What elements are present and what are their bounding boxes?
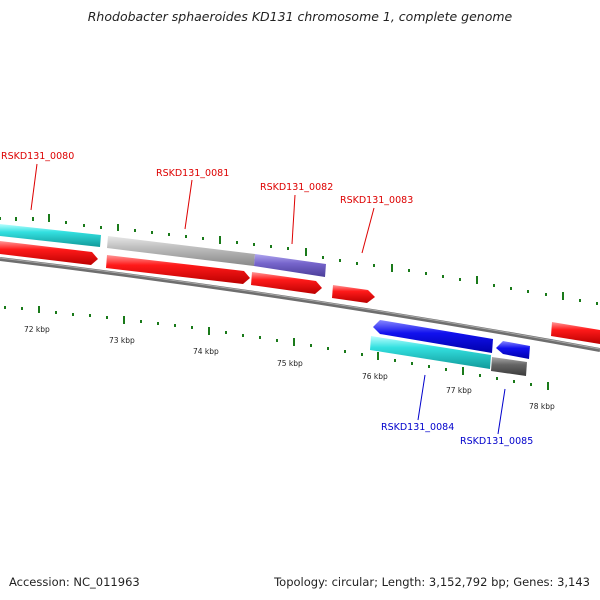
genome-summary-text: Topology: circular; Length: 3,152,792 bp… bbox=[274, 575, 590, 589]
label-leader-0085 bbox=[497, 388, 506, 435]
scale-label: 73 kbp bbox=[109, 336, 135, 345]
scale-label: 76 kbp bbox=[362, 372, 388, 381]
forward-strand-ticks bbox=[0, 214, 598, 305]
gene-feature-0080-upper[interactable] bbox=[0, 224, 101, 247]
gene-label-0084[interactable]: RSKD131_0084 bbox=[381, 422, 454, 433]
gene-label-0085[interactable]: RSKD131_0085 bbox=[460, 436, 533, 447]
gene-feature-0081-upper[interactable] bbox=[107, 236, 255, 266]
gene-arrow-0083[interactable] bbox=[332, 285, 375, 303]
reverse-strand-ticks bbox=[4, 306, 549, 390]
gene-feature-0085-lower[interactable] bbox=[491, 357, 527, 376]
label-leader-0082 bbox=[291, 194, 296, 245]
label-leader-0080 bbox=[30, 163, 38, 211]
gene-arrow-0085[interactable] bbox=[496, 341, 530, 359]
genome-backbone-highlight bbox=[0, 257, 600, 350]
label-leader-0083 bbox=[361, 207, 375, 254]
gene-feature-0084-lower[interactable] bbox=[370, 336, 491, 369]
gene-label-0080[interactable]: RSKD131_0080 bbox=[1, 151, 74, 162]
gene-label-0081[interactable]: RSKD131_0081 bbox=[156, 168, 229, 179]
gene-arrow-0084[interactable] bbox=[373, 320, 493, 353]
label-leader-0084 bbox=[417, 374, 426, 421]
gene-label-0083[interactable]: RSKD131_0083 bbox=[340, 195, 413, 206]
gene-feature-0082-upper[interactable] bbox=[254, 254, 326, 277]
genome-backbone bbox=[0, 257, 600, 352]
label-leader-0081 bbox=[184, 179, 193, 230]
accession-text: Accession: NC_011963 bbox=[9, 575, 140, 589]
scale-label: 74 kbp bbox=[193, 347, 219, 356]
gene-label-0082[interactable]: RSKD131_0082 bbox=[260, 182, 333, 193]
gene-arrow-next[interactable] bbox=[551, 322, 600, 344]
gene-arrow-0082[interactable] bbox=[251, 272, 322, 294]
map-title: Rhodobacter sphaeroides KD131 chromosome… bbox=[87, 9, 513, 24]
scale-label: 77 kbp bbox=[446, 386, 472, 395]
scale-label: 75 kbp bbox=[277, 359, 303, 368]
scale-label: 72 kbp bbox=[24, 325, 50, 334]
scale-label: 78 kbp bbox=[529, 402, 555, 411]
gene-arrow-0080[interactable] bbox=[0, 241, 98, 265]
gene-arrow-0081[interactable] bbox=[106, 255, 250, 284]
